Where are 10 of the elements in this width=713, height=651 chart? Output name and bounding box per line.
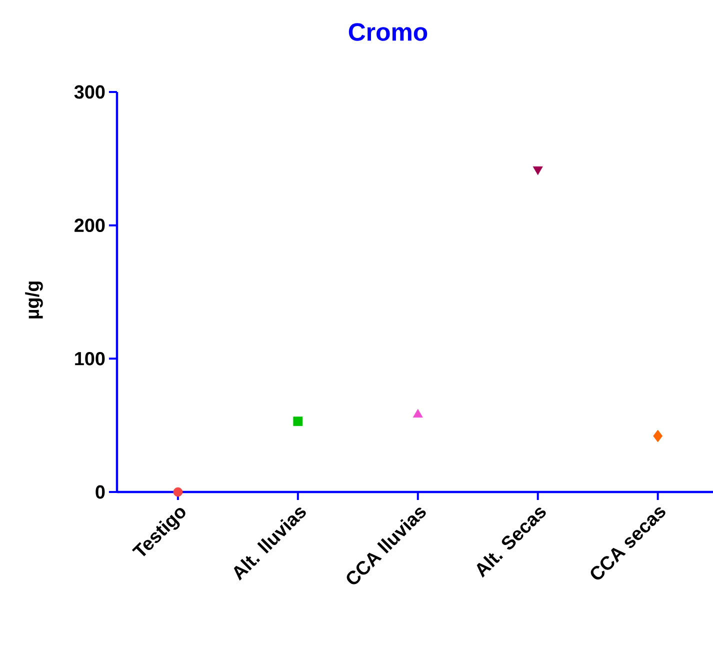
y-tick-label: 300 xyxy=(74,85,105,99)
y-tick-label: 200 xyxy=(74,218,105,232)
y-tick-label: 0 xyxy=(96,485,105,499)
chart-title: Cromo xyxy=(348,23,428,41)
y-axis-title: µg/g xyxy=(25,282,43,318)
point xyxy=(173,487,183,497)
point xyxy=(293,416,303,426)
point xyxy=(653,430,663,442)
y-tick-label: 100 xyxy=(75,352,105,366)
point xyxy=(532,166,543,176)
